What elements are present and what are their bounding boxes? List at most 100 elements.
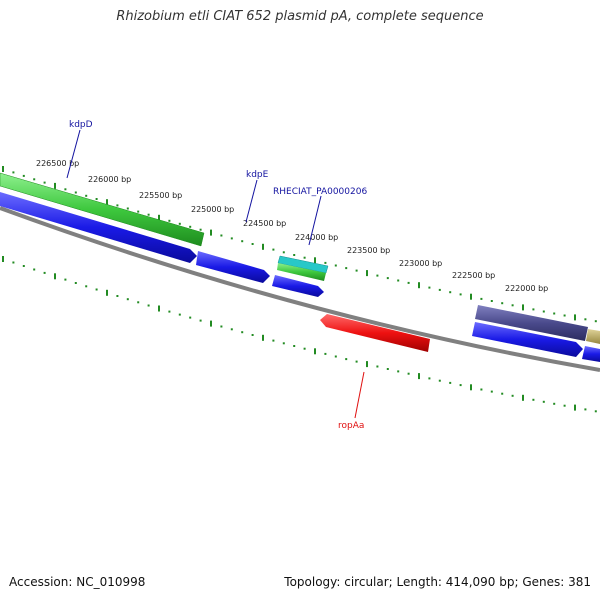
minor-tick — [282, 342, 285, 345]
minor-tick — [272, 339, 275, 342]
major-tick — [366, 361, 368, 368]
ruler-label: 224000 bp — [295, 233, 338, 242]
minor-tick — [126, 207, 129, 210]
minor-tick — [189, 225, 192, 228]
minor-tick — [459, 384, 462, 387]
minor-tick — [168, 310, 171, 313]
cds-feature[interactable] — [472, 322, 583, 357]
gene-label-kdpE[interactable]: kdpE — [246, 170, 269, 180]
minor-tick — [33, 268, 36, 271]
minor-tick — [251, 334, 254, 336]
minor-tick — [438, 288, 441, 291]
minor-tick — [22, 174, 25, 177]
minor-tick — [501, 302, 504, 305]
minor-tick — [12, 261, 15, 264]
gene-label-ropAa[interactable]: ropAa — [338, 421, 364, 431]
minor-tick — [293, 345, 296, 347]
minor-tick — [230, 237, 233, 240]
cds-rheciat-feature[interactable] — [277, 263, 326, 281]
minor-tick — [449, 291, 452, 294]
minor-tick — [490, 300, 493, 302]
major-tick — [262, 243, 264, 250]
misc-feature[interactable] — [586, 329, 600, 344]
major-tick — [210, 229, 212, 236]
minor-tick — [147, 213, 150, 216]
major-tick — [262, 334, 264, 341]
major-tick — [574, 404, 576, 411]
minor-tick — [168, 219, 171, 222]
minor-tick — [563, 404, 566, 407]
minor-tick — [563, 314, 566, 317]
minor-tick — [43, 271, 46, 274]
cds-feature[interactable] — [0, 192, 197, 263]
major-tick — [418, 373, 420, 380]
minor-tick — [553, 312, 556, 315]
major-tick — [574, 314, 576, 321]
major-tick — [2, 256, 4, 262]
gene-label-kdpD[interactable]: kdpD — [69, 120, 93, 130]
minor-tick — [542, 400, 545, 403]
minor-tick — [542, 310, 545, 313]
ruler-label: 223500 bp — [347, 246, 390, 255]
minor-tick — [116, 295, 119, 297]
minor-tick — [116, 204, 119, 207]
minor-tick — [22, 265, 25, 267]
minor-tick — [584, 408, 587, 411]
minor-tick — [199, 228, 202, 231]
major-tick — [314, 348, 316, 355]
minor-tick — [449, 381, 452, 384]
cds-feature[interactable] — [582, 346, 600, 362]
minor-tick — [397, 279, 400, 282]
minor-tick — [33, 178, 36, 181]
kdpD-leader-line — [66, 129, 81, 179]
minor-tick — [397, 370, 400, 373]
minor-tick — [334, 355, 337, 358]
minor-tick — [178, 222, 181, 225]
major-tick — [158, 214, 160, 221]
minor-tick — [511, 304, 514, 307]
ruler-label: 225500 bp — [139, 191, 182, 200]
minor-tick — [376, 274, 379, 277]
major-tick — [54, 182, 56, 189]
minor-tick — [553, 402, 556, 405]
ruler-label: 222000 bp — [505, 284, 548, 293]
ruler-label: 226000 bp — [88, 175, 131, 184]
ruler-label: 223000 bp — [399, 259, 442, 268]
minor-tick — [532, 308, 535, 311]
minor-tick — [230, 328, 233, 331]
misc-feature[interactable] — [475, 305, 588, 341]
major-tick — [470, 384, 472, 391]
minor-tick — [189, 316, 192, 319]
topology-text: Topology: circular; Length: 414,090 bp; … — [284, 575, 591, 589]
minor-tick — [12, 171, 15, 174]
minor-tick — [64, 188, 67, 191]
minor-tick — [220, 325, 223, 328]
major-tick — [522, 394, 524, 401]
upper-ruler-ticks — [2, 166, 597, 323]
cds-feature[interactable] — [196, 251, 270, 283]
major-tick — [106, 199, 108, 206]
minor-tick — [428, 286, 431, 289]
major-tick — [54, 273, 56, 280]
minor-tick — [126, 298, 129, 301]
gene-label-rheciat[interactable]: RHECIAT_PA0000206 — [273, 187, 367, 197]
ruler-label: 225000 bp — [191, 205, 234, 214]
cds-feature[interactable] — [272, 275, 324, 297]
minor-tick — [85, 285, 88, 288]
minor-tick — [386, 368, 389, 370]
minor-tick — [178, 313, 181, 316]
major-tick — [314, 257, 316, 264]
plasmid-backbone — [0, 206, 600, 372]
minor-tick — [251, 243, 254, 245]
major-tick — [470, 293, 472, 300]
minor-tick — [407, 281, 410, 284]
minor-tick — [355, 360, 358, 363]
gene-kdpD-feature[interactable] — [0, 172, 205, 247]
gene-ropAa-feature[interactable] — [320, 314, 430, 352]
minor-tick — [459, 293, 462, 296]
minor-tick — [303, 256, 306, 259]
minor-tick — [293, 254, 296, 256]
minor-tick — [480, 388, 483, 391]
minor-tick — [64, 278, 67, 281]
minor-tick — [43, 181, 46, 184]
